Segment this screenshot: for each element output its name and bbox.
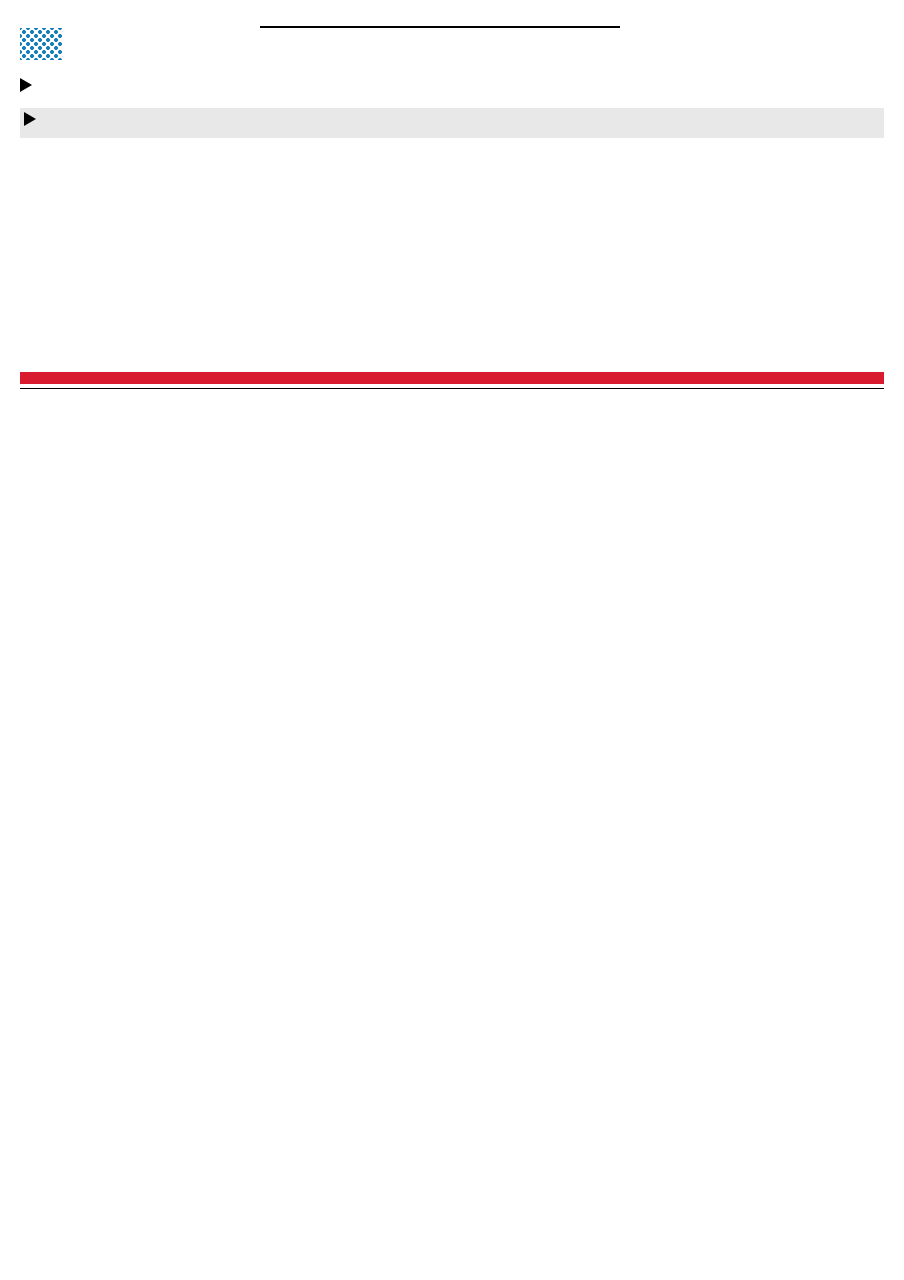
diagram-area bbox=[20, 138, 884, 368]
triangle-icon bbox=[20, 78, 32, 92]
power-table-unit bbox=[20, 378, 884, 384]
logo-dots-icon bbox=[20, 28, 62, 60]
title-block bbox=[260, 24, 884, 34]
triangle-icon bbox=[24, 112, 36, 126]
raion-logo bbox=[20, 28, 230, 60]
footnote bbox=[20, 388, 884, 391]
power-discharge-table bbox=[20, 378, 884, 384]
dimension-diagram bbox=[160, 146, 850, 366]
model-title bbox=[260, 24, 620, 28]
specification-heading bbox=[20, 78, 884, 92]
powered-by-block bbox=[20, 24, 230, 60]
dimensions-block bbox=[20, 108, 884, 138]
